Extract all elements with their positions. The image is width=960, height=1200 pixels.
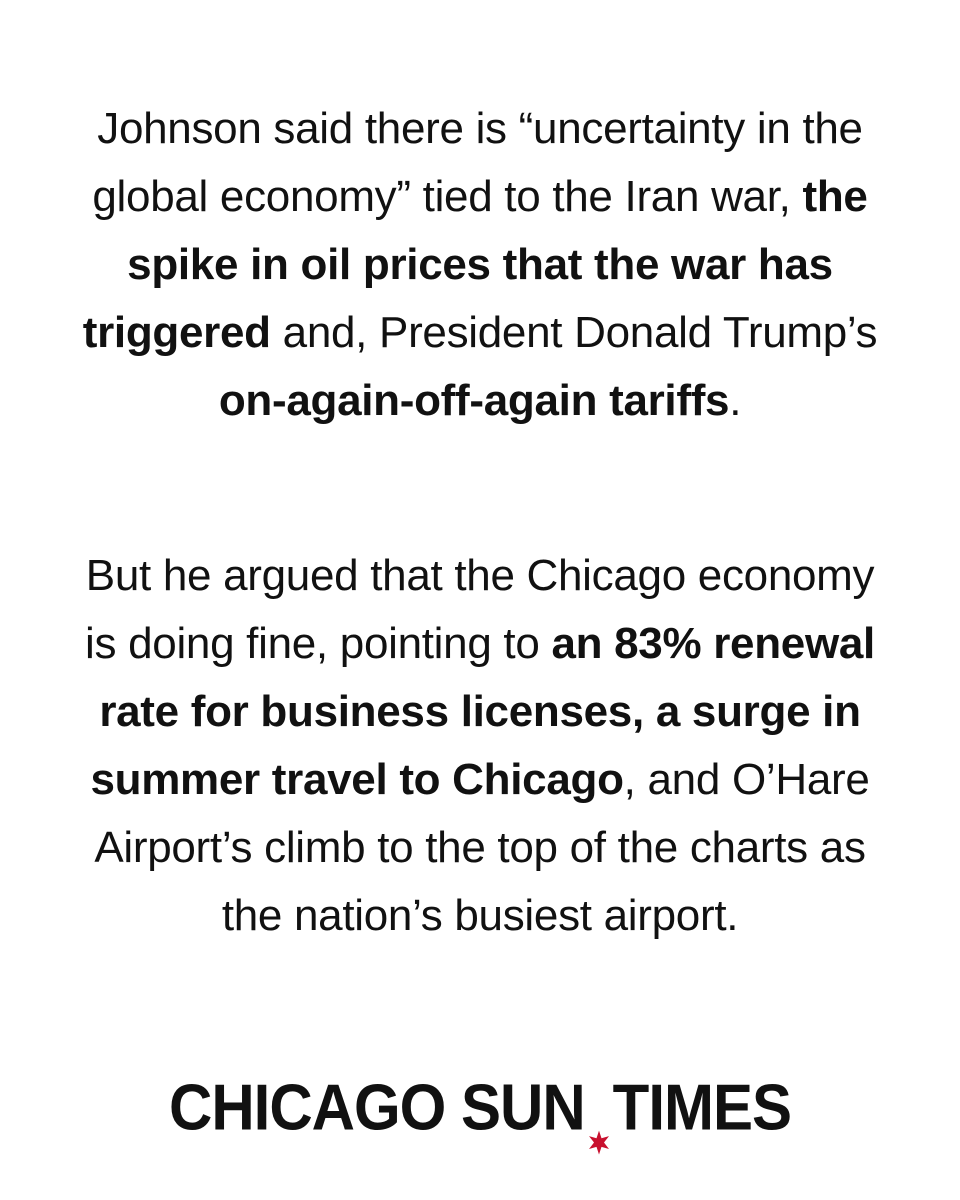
paragraph-1-text-1: Johnson said there is “uncertainty in th… xyxy=(92,104,863,221)
paragraph-1-bold-2: on-again-off-again tariffs xyxy=(218,376,730,425)
paragraph-2-text-2: , and O’Hare Airport’s climb to the top … xyxy=(94,755,870,940)
six-point-star-icon xyxy=(587,1095,611,1155)
paragraph-1-text-2: and, President Donald Trump’s xyxy=(270,308,878,357)
paragraph-1-bold-1: the spike in oil prices that the war has… xyxy=(82,172,868,357)
logo-text-right: TIMES xyxy=(612,1071,792,1144)
paragraph-2-bold-1: an 83% renewal rate for business license… xyxy=(90,619,875,804)
paragraph-1-text-3: . xyxy=(729,376,742,425)
quote-paragraph-2: But he argued that the Chicago economy i… xyxy=(80,542,880,950)
paragraph-2-text-1: But he argued that the Chicago economy i… xyxy=(85,551,875,668)
quote-paragraph-1: Johnson said there is “uncertainty in th… xyxy=(80,95,880,435)
chicago-sun-times-logo: CHICAGO SUN TIMES xyxy=(0,1069,960,1155)
logo-text-left: CHICAGO SUN xyxy=(168,1071,586,1144)
